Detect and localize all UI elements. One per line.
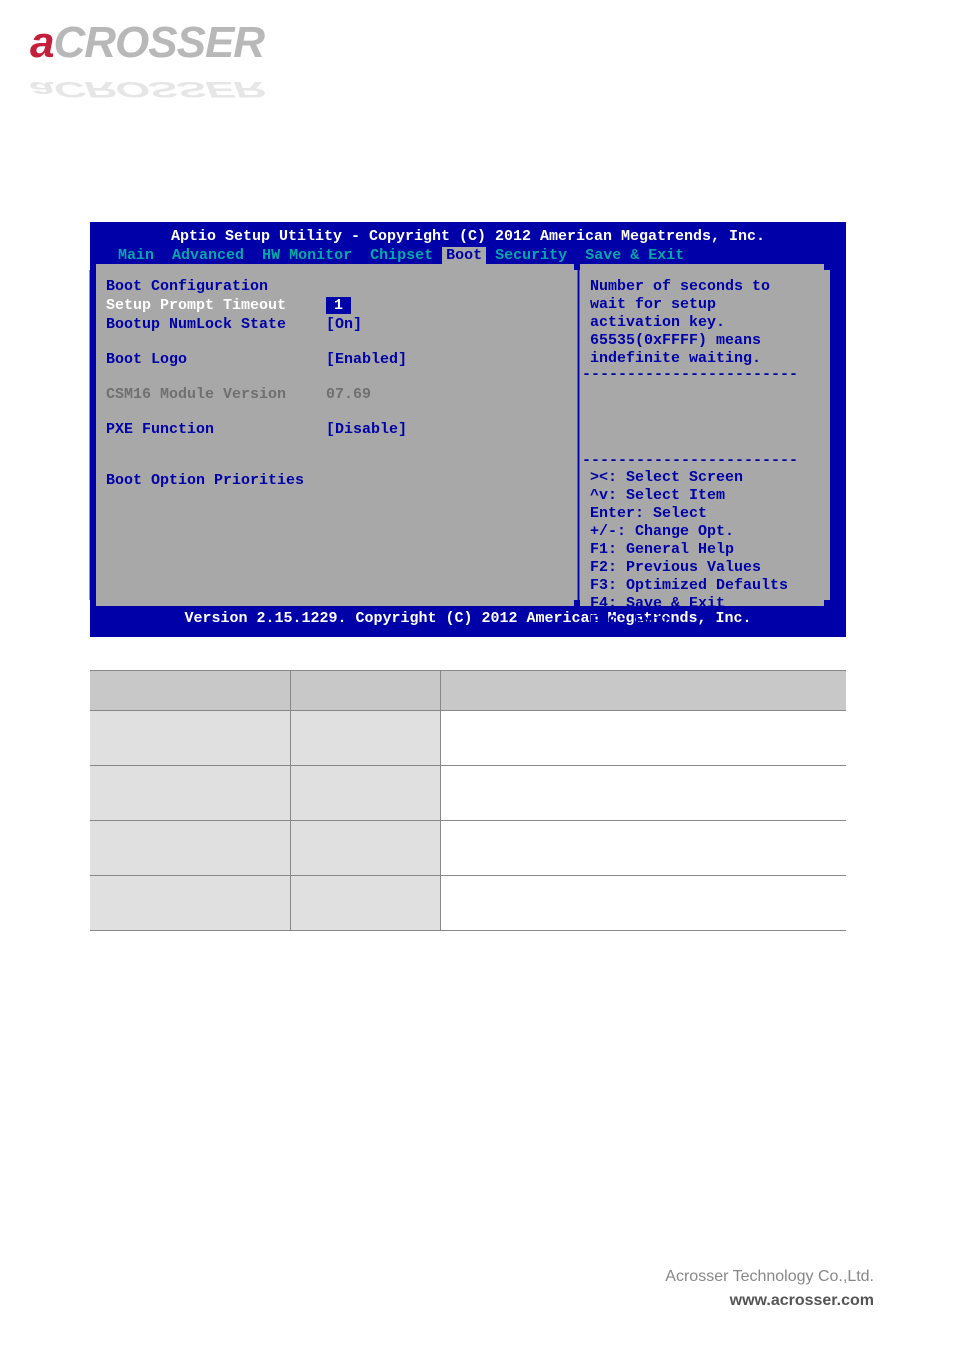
settings-table — [90, 670, 846, 931]
bios-body: |||||||||||||||||||||||| |||||||||||||||… — [90, 270, 846, 600]
value: 07.69 — [326, 386, 371, 403]
bios-menu-bar[interactable]: Main Advanced HW Monitor Chipset Boot Se… — [90, 245, 846, 264]
help-key: ESC: Exit — [590, 613, 820, 630]
bios-screen: Aptio Setup Utility - Copyright (C) 2012… — [90, 222, 846, 637]
bios-vert-divider: |||||||||||||||||||||||| — [574, 270, 580, 600]
table-row — [90, 766, 846, 821]
table-cell — [440, 766, 846, 821]
value[interactable]: [On] — [326, 316, 362, 333]
table-cell — [440, 876, 846, 931]
table-row — [90, 821, 846, 876]
footer-company: Acrosser Technology Co.,Ltd. — [665, 1268, 874, 1286]
bios-vert-left: |||||||||||||||||||||||| — [86, 270, 92, 600]
logo-reflection: aCROSSER — [30, 77, 264, 102]
table-cell — [440, 821, 846, 876]
bios-title: Aptio Setup Utility - Copyright (C) 2012… — [90, 222, 846, 245]
logo: aCROSSER aCROSSER — [30, 18, 264, 68]
section-header: Boot Configuration — [106, 278, 570, 295]
help-line: Number of seconds to — [590, 278, 820, 295]
help-key: ^v: Select Item — [590, 487, 820, 504]
tab-hw-monitor[interactable]: HW Monitor — [262, 247, 352, 264]
spacer — [106, 456, 570, 472]
help-line: activation key. — [590, 314, 820, 331]
table-header-row — [90, 671, 846, 711]
logo-rest: CROSSER — [53, 18, 264, 67]
spacer — [106, 405, 570, 421]
tab-main[interactable]: Main — [118, 247, 154, 264]
table-cell — [290, 821, 440, 876]
table-cell — [440, 711, 846, 766]
label: CSM16 Module Version — [106, 386, 326, 403]
tab-save-exit[interactable]: Save & Exit — [585, 247, 684, 264]
table-cell — [90, 766, 290, 821]
table-header — [440, 671, 846, 711]
label: PXE Function — [106, 421, 326, 438]
table-cell — [90, 876, 290, 931]
label: Setup Prompt Timeout — [106, 297, 326, 314]
help-key: F4: Save & Exit — [590, 595, 820, 612]
table-cell — [290, 766, 440, 821]
help-line: indefinite waiting. — [590, 350, 820, 367]
value[interactable]: [Enabled] — [326, 351, 407, 368]
label: Bootup NumLock State — [106, 316, 326, 333]
table-cell — [290, 876, 440, 931]
label: Boot Logo — [106, 351, 326, 368]
help-line: wait for setup — [590, 296, 820, 313]
table-header — [290, 671, 440, 711]
help-key: Enter: Select — [590, 505, 820, 522]
setting-boot-logo[interactable]: Boot Logo [Enabled] — [106, 351, 570, 368]
table-cell — [90, 821, 290, 876]
help-divider: ------------------------ — [580, 457, 830, 465]
table-row — [90, 876, 846, 931]
tab-chipset[interactable]: Chipset — [370, 247, 433, 264]
bios-vert-right: |||||||||||||||||||||||| — [840, 270, 846, 600]
help-divider: ------------------------ — [580, 371, 830, 379]
table-row — [90, 711, 846, 766]
setting-bootup-numlock[interactable]: Bootup NumLock State [On] — [106, 316, 570, 333]
value[interactable]: 1 — [326, 297, 351, 314]
table-cell — [290, 711, 440, 766]
help-key: F3: Optimized Defaults — [590, 577, 820, 594]
spacer — [106, 440, 570, 456]
table-cell — [90, 711, 290, 766]
bios-help-panel: Number of seconds to wait for setup acti… — [580, 270, 836, 600]
help-key: F2: Previous Values — [590, 559, 820, 576]
tab-boot[interactable]: Boot — [442, 247, 486, 264]
page-footer: Acrosser Technology Co.,Ltd. www.acrosse… — [665, 1268, 874, 1310]
setting-csm16-version: CSM16 Module Version 07.69 — [106, 386, 570, 403]
bios-left-panel: |||||||||||||||||||||||| Boot Configurat… — [90, 270, 580, 600]
help-key: ><: Select Screen — [590, 469, 820, 486]
footer-website: www.acrosser.com — [665, 1292, 874, 1310]
value[interactable]: [Disable] — [326, 421, 407, 438]
table-header — [90, 671, 290, 711]
setting-pxe-function[interactable]: PXE Function [Disable] — [106, 421, 570, 438]
logo-letter-a: a — [30, 18, 53, 67]
setting-setup-prompt-timeout[interactable]: Setup Prompt Timeout 1 — [106, 297, 570, 314]
help-key: F1: General Help — [590, 541, 820, 558]
tab-advanced[interactable]: Advanced — [172, 247, 244, 264]
spacer — [106, 335, 570, 351]
spacer — [106, 370, 570, 386]
section-boot-option-priorities: Boot Option Priorities — [106, 472, 570, 489]
help-key: +/-: Change Opt. — [590, 523, 820, 540]
help-line: 65535(0xFFFF) means — [590, 332, 820, 349]
tab-security[interactable]: Security — [495, 247, 567, 264]
